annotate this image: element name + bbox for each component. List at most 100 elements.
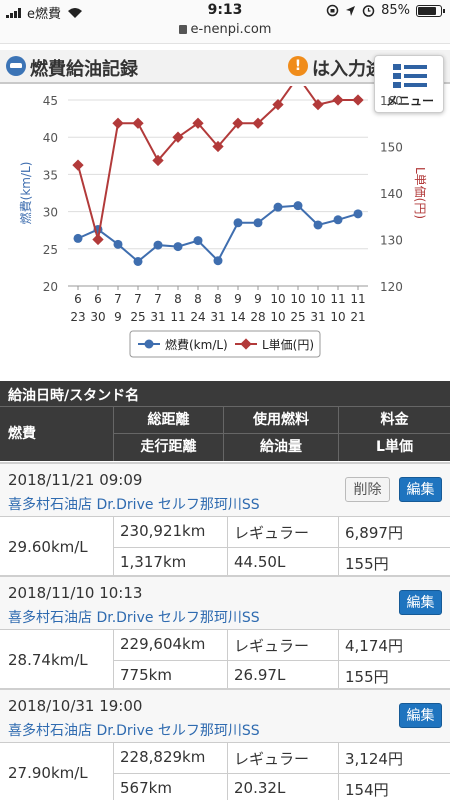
record-total-distance: 228,829km bbox=[120, 748, 206, 766]
header-trip-distance: 走行距離 bbox=[113, 434, 223, 461]
location-icon bbox=[346, 5, 356, 16]
header-unit-price: L単価 bbox=[338, 434, 450, 461]
record-station-link[interactable]: 喜多村石油店 Dr.Drive セルフ那珂川SS bbox=[8, 610, 260, 626]
url-bar[interactable]: e-nenpi.com bbox=[0, 22, 450, 44]
record-fuel-economy: 29.60km/L bbox=[8, 538, 88, 556]
fuel-economy-point bbox=[333, 215, 343, 225]
edit-button[interactable]: 編集 bbox=[399, 703, 442, 728]
rotation-lock-icon bbox=[326, 4, 339, 17]
fuel-economy-point bbox=[113, 239, 123, 249]
record-date: 2018/11/10 10:13 bbox=[8, 584, 143, 602]
x-tick-label-day: 11 bbox=[170, 310, 185, 324]
record-fuel-economy: 27.90km/L bbox=[8, 764, 88, 782]
fuel-economy-point bbox=[133, 256, 143, 266]
menu-label: メニュー bbox=[385, 94, 434, 108]
left-tick-label: 35 bbox=[43, 168, 58, 182]
fuel-economy-point bbox=[253, 218, 263, 228]
left-tick-label: 45 bbox=[43, 94, 58, 108]
car-icon bbox=[6, 56, 26, 76]
header-cost: 料金 bbox=[338, 407, 450, 434]
record-cost: 4,174円 bbox=[345, 637, 403, 655]
record-station-link[interactable]: 喜多村石油店 Dr.Drive セルフ那珂川SS bbox=[8, 723, 260, 739]
fuel-chart: 20 25 30 35 40 45 120 130 140 150 160 6 23 6 30 7 9 7 25 7 3… bbox=[0, 71, 450, 368]
record-fuel-type: レギュラー bbox=[234, 750, 310, 768]
left-tick-label: 40 bbox=[43, 131, 58, 145]
fuel-economy-point bbox=[173, 242, 183, 252]
legend-marker-fuel-economy bbox=[144, 339, 154, 349]
wifi-icon bbox=[68, 7, 82, 18]
x-tick-label-month: 8 bbox=[174, 292, 182, 306]
header-fuel-type: 使用燃料 bbox=[223, 407, 338, 434]
record-fuel-economy: 28.74km/L bbox=[8, 651, 88, 669]
record-station-link[interactable]: 喜多村石油店 Dr.Drive セルフ那珂川SS bbox=[8, 497, 260, 513]
x-tick-label-day: 31 bbox=[210, 310, 225, 324]
carrier-label: e燃費 bbox=[27, 7, 61, 22]
record-cost: 3,124円 bbox=[345, 750, 403, 768]
record-total-distance: 229,604km bbox=[120, 635, 206, 653]
clock: 9:13 bbox=[207, 2, 243, 18]
record-cost: 6,897円 bbox=[345, 524, 403, 542]
x-tick-label-month: 8 bbox=[194, 292, 202, 306]
record-unit-price: 155円 bbox=[345, 555, 389, 573]
x-tick-label-day: 28 bbox=[250, 310, 265, 324]
series-line-unit-price bbox=[77, 75, 358, 240]
x-tick-label-day: 23 bbox=[70, 310, 85, 324]
menu-icon bbox=[393, 64, 427, 88]
delete-button[interactable]: 削除 bbox=[345, 477, 390, 502]
x-tick-label-month: 7 bbox=[114, 292, 122, 306]
record-item: 2018/11/21 09:09 喜多村石油店 Dr.Drive セルフ那珂川S… bbox=[0, 462, 450, 577]
x-tick-label-day: 24 bbox=[190, 310, 205, 324]
menu-button[interactable]: メニュー bbox=[374, 55, 444, 113]
legend-label-fuel-economy: 燃費(km/L) bbox=[165, 337, 228, 352]
signal-icon bbox=[6, 7, 21, 18]
record-item: 2018/11/10 10:13 喜多村石油店 Dr.Drive セルフ那珂川S… bbox=[0, 575, 450, 690]
left-tick-label: 30 bbox=[43, 206, 58, 220]
record-unit-price: 155円 bbox=[345, 668, 389, 686]
legend-box bbox=[129, 330, 321, 358]
series-line-fuel-economy bbox=[77, 204, 359, 263]
x-tick-label-day: 31 bbox=[150, 310, 165, 324]
record-date: 2018/11/21 09:09 bbox=[8, 471, 143, 489]
notice-text[interactable]: は入力途 bbox=[312, 59, 384, 80]
x-tick-label-month: 10 bbox=[310, 292, 325, 306]
header-date-station: 給油日時/スタンド名 bbox=[8, 388, 140, 404]
record-unit-price: 154円 bbox=[345, 781, 389, 799]
edit-button[interactable]: 編集 bbox=[399, 477, 442, 502]
record-fuel-type: レギュラー bbox=[234, 637, 310, 655]
fuel-economy-point bbox=[353, 209, 363, 219]
right-tick-label: 130 bbox=[380, 234, 403, 248]
unit-price-point bbox=[72, 159, 84, 171]
right-tick-label: 150 bbox=[380, 141, 403, 155]
x-tick-label-month: 9 bbox=[234, 292, 242, 306]
fuel-economy-point bbox=[313, 220, 323, 230]
record-date: 2018/10/31 19:00 bbox=[8, 697, 143, 715]
status-bar: e燃費 9:13 85% bbox=[0, 0, 450, 22]
record-item: 2018/10/31 19:00 喜多村石油店 Dr.Drive セルフ那珂川S… bbox=[0, 688, 450, 800]
unit-price-point bbox=[112, 117, 124, 129]
battery-percent: 85% bbox=[381, 3, 410, 18]
fuel-economy-point bbox=[73, 233, 83, 243]
header-fuel-economy: 燃費 bbox=[8, 426, 36, 442]
legend-marker-unit-price bbox=[240, 338, 252, 350]
fuel-economy-point bbox=[293, 201, 303, 211]
unit-price-point bbox=[132, 117, 144, 129]
table-header: 給油日時/スタンド名 燃費 総距離 走行距離 使用燃料 給油量 料金 L単価 bbox=[0, 381, 450, 461]
x-tick-label-month: 11 bbox=[350, 292, 365, 306]
x-tick-label-day: 10 bbox=[330, 310, 345, 324]
page-title: 燃費給油記録 bbox=[30, 59, 138, 80]
record-fuel-type: レギュラー bbox=[234, 524, 310, 542]
left-axis-title: 燃費(km/L) bbox=[18, 162, 33, 225]
lock-icon bbox=[178, 25, 187, 34]
x-tick-label-day: 10 bbox=[270, 310, 285, 324]
x-tick-label-month: 9 bbox=[254, 292, 262, 306]
x-tick-label-day: 31 bbox=[310, 310, 325, 324]
left-tick-label: 25 bbox=[43, 243, 58, 257]
x-tick-label-month: 11 bbox=[330, 292, 345, 306]
fuel-economy-point bbox=[213, 256, 223, 266]
edit-button[interactable]: 編集 bbox=[399, 590, 442, 615]
record-total-distance: 230,921km bbox=[120, 522, 206, 540]
unit-price-point bbox=[352, 94, 364, 106]
unit-price-point bbox=[332, 94, 344, 106]
record-fuel-amount: 20.32L bbox=[234, 779, 286, 797]
x-tick-label-day: 9 bbox=[114, 310, 122, 324]
